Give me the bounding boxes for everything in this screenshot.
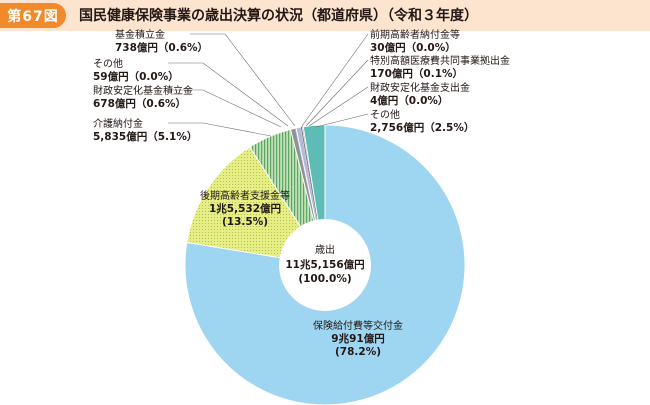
slice-label-pct-2: （5.1%） xyxy=(147,130,197,143)
slice-label-amount-1: 1兆5,532億円 xyxy=(209,202,281,215)
center-label: 歳出 xyxy=(315,243,335,256)
slice-label-name-7: 特別高額医療費共同事業拠出金 xyxy=(370,54,510,67)
slice-label-value-3: 678億円（0.6%） xyxy=(93,97,186,110)
slice-label-pct-7: （0.1%） xyxy=(413,67,463,80)
center-pct: (100.0%) xyxy=(298,273,351,285)
slice-label-name-8: 財政安定化基金支出金 xyxy=(370,81,470,94)
slice-label-name-1: 後期高齢者支援金等 xyxy=(200,189,290,202)
slice-label-pct-4: （0.0%） xyxy=(129,70,179,83)
slice-label-name-6: 前期高齢者納付金等 xyxy=(370,28,460,41)
header-band xyxy=(0,0,650,31)
slice-label-value-4: 59億円（0.0%） xyxy=(93,70,179,83)
slice-label-amount-8: 4億円 xyxy=(370,94,398,107)
slice-label-pct-8: （0.0%） xyxy=(398,94,448,107)
slice-label-amount-2: 5,835億円 xyxy=(93,130,147,143)
slice-label-value-6: 30億円（0.0%） xyxy=(370,41,456,54)
slice-label-amount-5: 738億円 xyxy=(115,41,158,54)
slice-label-pct-6: （0.0%） xyxy=(406,41,456,54)
leader-line-5 xyxy=(190,33,296,127)
slice-label-name-2: 介護納付金 xyxy=(93,117,143,130)
slice-label-value-5: 738億円（0.6%） xyxy=(115,41,208,54)
center-value: 11兆5,156億円 xyxy=(285,258,364,271)
leader-line-8 xyxy=(308,86,369,127)
leader-line-6 xyxy=(301,33,369,127)
slice-label-pct-1: (13.5%) xyxy=(222,216,268,228)
slice-label-value-8: 4億円（0.0%） xyxy=(370,94,448,107)
leader-line-7 xyxy=(305,59,369,127)
leader-line-9 xyxy=(315,113,369,128)
leader-line-3 xyxy=(168,89,282,128)
slice-label-name-9: その他 xyxy=(370,108,400,121)
slice-label-amount-3: 678億円 xyxy=(93,97,136,110)
slice-label-pct-3: （0.6%） xyxy=(136,97,186,110)
slice-label-pct-9: （2.5%） xyxy=(424,121,474,134)
leader-line-2 xyxy=(168,122,272,137)
slice-label-name-0: 保険給付費等交付金 xyxy=(313,319,403,332)
slice-label-name-3: 財政安定化基金積立金 xyxy=(93,84,193,97)
slice-label-pct-0: (78.2%) xyxy=(335,346,381,358)
slice-label-name-5: 基金積立金 xyxy=(115,28,165,41)
slice-label-name-4: その他 xyxy=(93,57,123,70)
slice-label-amount-6: 30億円 xyxy=(370,41,406,54)
slice-label-amount-9: 2,756億円 xyxy=(370,121,424,134)
figure-number-badge: 第67図 xyxy=(0,3,66,28)
slice-label-amount-4: 59億円 xyxy=(93,70,129,83)
slice-label-value-7: 170億円（0.1%） xyxy=(370,67,463,80)
figure-title: 国民健康保険事業の歳出決算の状況（都道府県）（令和３年度） xyxy=(79,8,478,24)
slice-label-amount-0: 9兆91億円 xyxy=(331,332,384,345)
pie-center-circle xyxy=(279,219,371,311)
slice-label-value-9: 2,756億円（2.5%） xyxy=(370,121,474,134)
leader-line-4 xyxy=(168,62,289,127)
slice-label-pct-5: （0.6%） xyxy=(158,41,208,54)
slice-label-amount-7: 170億円 xyxy=(370,67,413,80)
slice-label-value-2: 5,835億円（5.1%） xyxy=(93,130,197,143)
